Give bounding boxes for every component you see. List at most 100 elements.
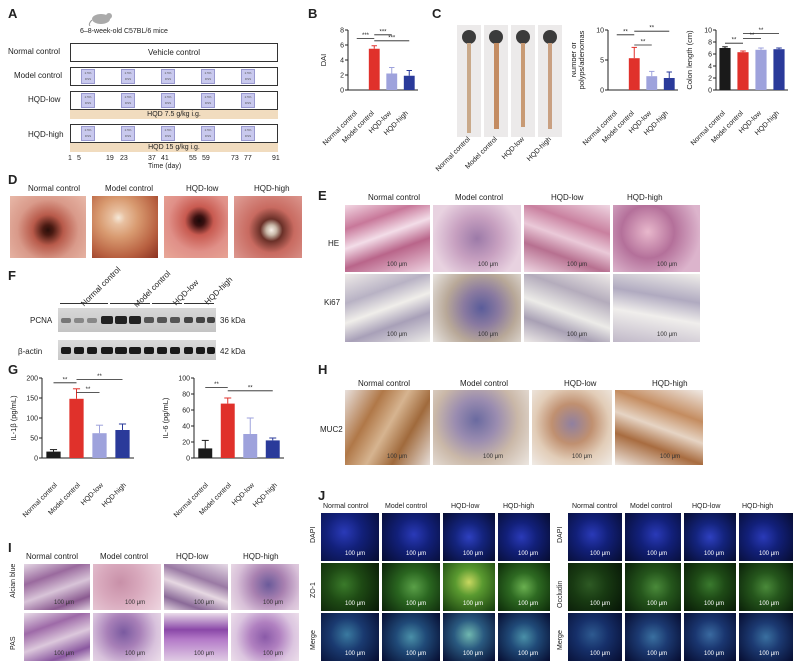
e-row-label-ki67: Ki67 <box>324 298 341 307</box>
d-col-title: HQD-high <box>254 184 290 193</box>
scale-bar-label: 100 μm <box>518 601 539 607</box>
chart-g-il1b: 0 50 100 150 200 IL-1β (pg/mL) ** ** ** <box>9 374 134 463</box>
significance-label: ** <box>759 28 764 34</box>
panel-label-a: A <box>8 6 18 21</box>
scale-bar-label: 100 μm <box>759 551 780 557</box>
significance-label: ** <box>732 38 737 44</box>
panel-label-g: G <box>8 362 19 377</box>
panel-label-b: B <box>308 6 318 21</box>
j-col-title: Model control <box>385 503 428 510</box>
he-image: 100 μm <box>345 205 430 272</box>
dapi-image: 100 μm <box>568 513 622 561</box>
significance-label: ** <box>63 377 68 383</box>
y-tick-label: 40 <box>182 424 190 431</box>
dapi-image: 100 μm <box>498 513 550 561</box>
e-col-title: HQD-high <box>627 193 663 202</box>
timeline-normal: Vehicle control <box>70 43 278 62</box>
scale-bar-label: 100 μm <box>704 551 725 557</box>
dss-dose: 2.5% DSS <box>241 126 255 141</box>
dss-dose: 2.5% DSS <box>201 126 215 141</box>
significance-label: ** <box>641 40 646 46</box>
scale-bar-label: 100 μm <box>345 551 366 557</box>
scale-bar-label: 100 μm <box>518 551 539 557</box>
ki67-image: 100 μm <box>613 274 700 342</box>
row-label-normal: Normal control <box>8 47 61 56</box>
occludin-image: 100 μm <box>625 563 681 611</box>
dss-dose: 2.5% DSS <box>161 69 175 84</box>
scale-bar-label: 100 μm <box>759 601 780 607</box>
muc2-image: 100 μm <box>433 390 529 465</box>
bar <box>737 52 749 90</box>
tick-label: 91 <box>272 155 280 162</box>
merge-image: 100 μm <box>625 613 681 661</box>
scale-bar-label: 100 μm <box>463 551 484 557</box>
scale-bar-label: 100 μm <box>463 601 484 607</box>
lane-divider <box>152 303 182 304</box>
bar <box>265 440 280 458</box>
j-col-title: Model control <box>630 503 673 510</box>
e-col-title: Normal control <box>368 193 421 202</box>
i-col-title: HQD-high <box>243 552 279 561</box>
muc2-image: 100 μm <box>532 390 612 465</box>
scale-bar-label: 100 μm <box>125 651 146 657</box>
dapi-image: 100 μm <box>739 513 793 561</box>
tick-label: 37 <box>148 155 156 162</box>
scale-bar-label: 100 μm <box>572 454 593 460</box>
vehicle-label: Vehicle control <box>147 48 201 57</box>
endoscopy-image <box>234 196 302 258</box>
bar <box>663 78 675 90</box>
pas-image: 100 μm <box>164 613 228 661</box>
panel-label-i: I <box>8 540 12 555</box>
y-tick-label: 4 <box>340 58 344 65</box>
bar <box>719 48 731 90</box>
bar <box>92 433 107 458</box>
significance-label: ** <box>750 33 755 39</box>
significance-label: *** <box>388 35 396 41</box>
j-row-label: Merge <box>557 630 564 650</box>
row-label-model: Model control <box>14 71 63 80</box>
panel-a: 6–8-week-old C57BL/6 mice Normal control… <box>0 0 300 170</box>
bar <box>46 451 61 458</box>
j-col-title: HQD-high <box>503 503 535 510</box>
scale-bar-label: 100 μm <box>387 332 408 338</box>
y-tick-label: 20 <box>182 440 190 447</box>
y-axis-label: IL-6 (pg/mL) <box>161 397 170 438</box>
panel-label-j: J <box>318 488 326 503</box>
y-tick-label: 10 <box>704 28 712 35</box>
bar <box>403 75 415 90</box>
he-image: 100 μm <box>524 205 610 272</box>
pcna-blot <box>58 308 216 332</box>
scale-bar-label: 100 μm <box>194 651 215 657</box>
y-tick-label: 8 <box>340 28 344 35</box>
he-image: 100 μm <box>613 205 700 272</box>
dss-dose: 2.5% DSS <box>121 126 135 141</box>
y-axis-label: IL-1β (pg/mL) <box>9 395 18 441</box>
y-tick-label: 2 <box>340 73 344 80</box>
alcian-image: 100 μm <box>93 564 161 610</box>
j-col-title: HQD-high <box>742 503 774 510</box>
tick-label: 23 <box>120 155 128 162</box>
scale-bar-label: 100 μm <box>463 651 484 657</box>
dss-dose: 2.5% DSS <box>121 93 135 108</box>
dss-dose: 2.5% DSS <box>241 69 255 84</box>
y-tick-label: 80 <box>182 392 190 399</box>
hqd-high-bar: HQD 15 g/kg i.g. <box>70 143 278 152</box>
timeline-high: 2.5% DSS 2.5% DSS 2.5% DSS 2.5% DSS 2.5%… <box>70 124 278 143</box>
significance-label: ** <box>649 26 654 32</box>
ki67-image: 100 μm <box>433 274 521 342</box>
colon-image <box>457 25 562 137</box>
y-tick-label: 4 <box>708 64 712 71</box>
bar <box>368 48 380 90</box>
tick-label: 55 <box>189 155 197 162</box>
j-row-label: DAPI <box>557 526 564 543</box>
scale-bar-label: 100 μm <box>125 600 146 606</box>
scale-bar-label: 100 μm <box>759 651 780 657</box>
zo1-image: 100 μm <box>498 563 550 611</box>
time-axis-label: Time (day) <box>148 163 182 170</box>
scale-bar-label: 100 μm <box>567 332 588 338</box>
pas-image: 100 μm <box>93 613 161 661</box>
e-col-title: Model control <box>455 193 504 202</box>
y-tick-label: 5 <box>600 58 604 65</box>
dss-dose: 2.5% DSS <box>81 126 95 141</box>
tick-label: 59 <box>202 155 210 162</box>
